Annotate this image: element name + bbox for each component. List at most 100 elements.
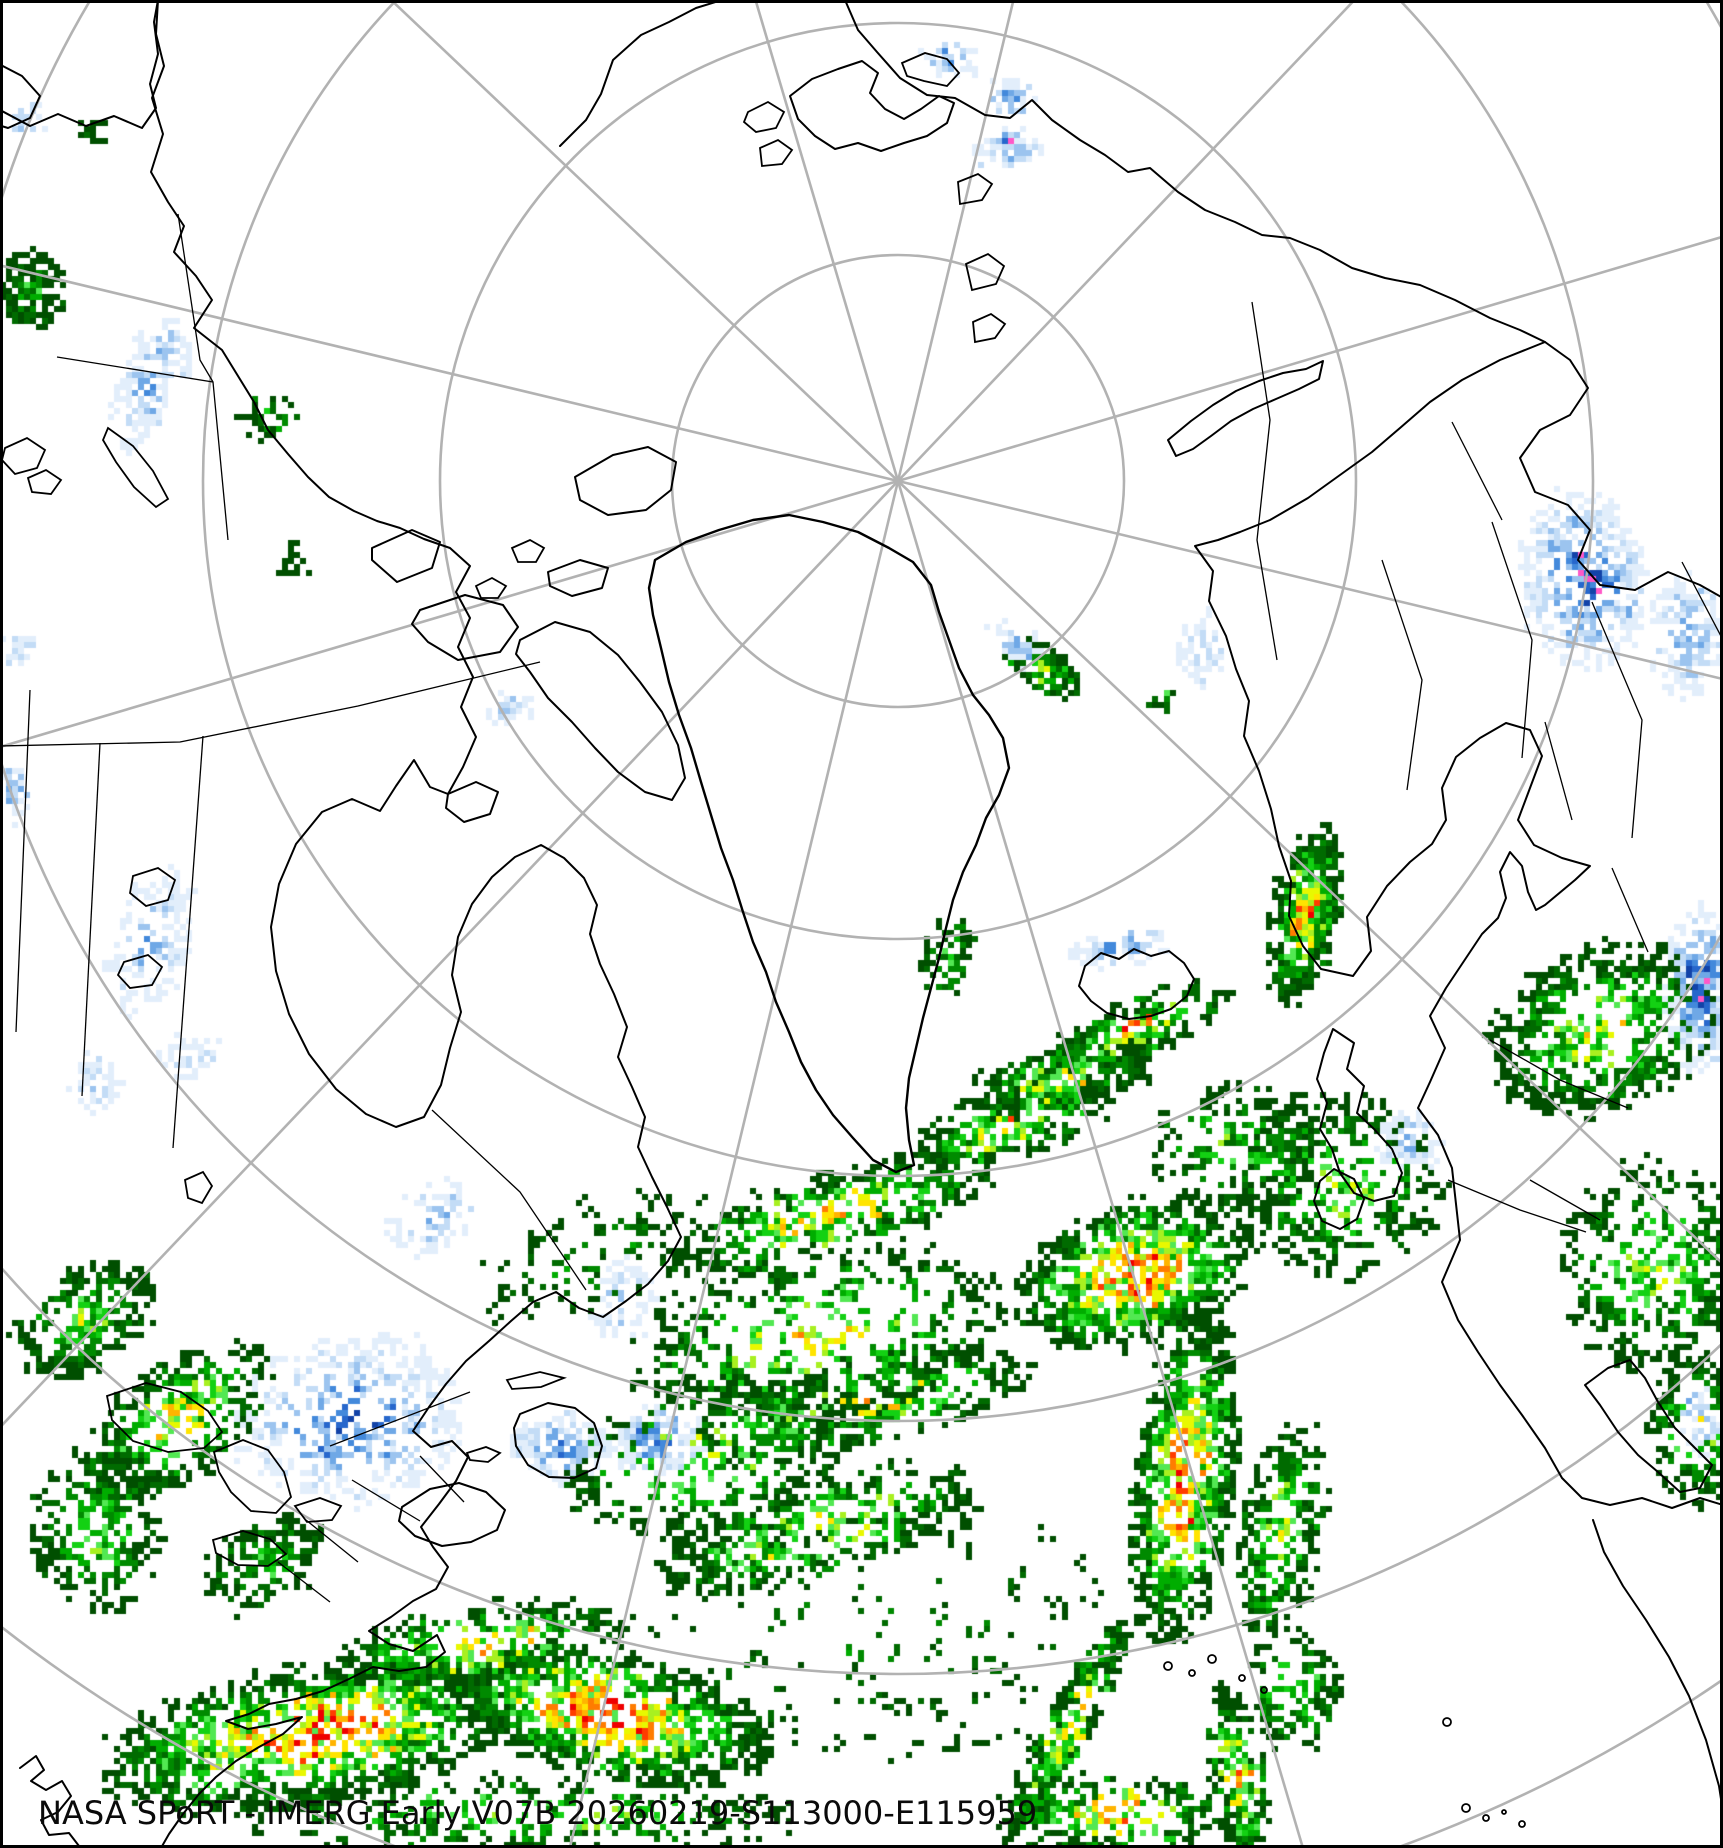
azores-island-2 [1188,1669,1196,1677]
lake-ontario-outline [293,1497,343,1523]
meridian-line-3 [897,479,1721,680]
meridian-line-5 [896,480,1304,1846]
coastline-greenland [647,513,1011,1174]
coastline-franz-josef-c [972,312,1007,344]
border-na-4 [15,689,31,1033]
coastline-nova-scotia [398,1482,506,1547]
coastline-prince-edward-island [465,1446,502,1463]
product-title-label: NASA SPoRT - IMERG Early V07B 20260219-S… [38,1794,1038,1832]
coastline-franz-josef-b [964,252,1006,292]
meridian-line-8 [2,479,899,748]
border-na-10 [351,1479,421,1522]
border-na-8 [305,1519,359,1563]
coastline-arctic-islet-a [510,538,546,563]
border-na-12 [431,1109,587,1291]
admin-borders-eurasia [1251,301,1721,1233]
meridian-line-10 [391,2,899,482]
border-ru-1 [1251,301,1278,661]
meridian-line-4 [897,480,1721,1264]
meridian-line-6 [568,480,900,1846]
azores-island-3 [1207,1654,1217,1664]
canary-island-4 [1518,1820,1526,1828]
coastline-chukotka [2,64,41,129]
azores-island-4 [1238,1674,1246,1682]
madeira-island [1442,1717,1452,1727]
coastline-kodiak-a [2,436,47,476]
coastline-iceland [1078,948,1195,1020]
coastline-anticosti-island [505,1371,567,1390]
coastline-devon-island [547,559,609,597]
meridian-line-2 [897,235,1721,483]
canary-island-2 [1482,1814,1490,1822]
latitude-circle-1 [438,21,1358,941]
latitude-circle-3 [2,2,1721,1423]
coastline-corner-squiggle [19,1755,80,1846]
canary-island-1 [1461,1803,1471,1813]
coastline-severnaya-b [759,138,794,167]
coastline-svalbard-ne [900,52,961,87]
border-ru-5 [1681,561,1721,638]
meridian-line-0 [896,2,1015,482]
coastline-severnaya-a [742,100,786,133]
border-na-7 [329,1391,471,1447]
azores-island-5 [1260,1686,1268,1694]
canary-island-3 [1501,1809,1507,1815]
border-eu-2 [1529,1179,1601,1221]
lake-winnipeg-outline [183,1170,214,1205]
meridian-line-11 [754,2,900,482]
coastline-north-america-mainland [150,2,682,1846]
border-ru-6 [1451,421,1503,521]
latitude-circle-4 [2,1266,1721,1675]
coastline-ireland [1313,1168,1365,1230]
coastline-baffin-island [515,621,686,801]
azores-island-1 [1163,1661,1173,1671]
great-slave-lake-outline [116,953,164,989]
border-ru-7 [1544,721,1573,821]
latitude-circle-2 [201,2,1595,1178]
meridian-line-9 [2,264,899,483]
coastline-svalbard-main [789,60,955,152]
coastline-scandinavia-europe [1194,341,1721,1509]
coastline-alaska-north [2,2,159,129]
border-na-2 [177,213,229,541]
border-na-3 [2,661,541,747]
border-ru-3 [1491,521,1533,759]
lake-superior-outline [105,1382,224,1453]
lake-huron-michigan-outline [212,1439,293,1514]
border-ru-2 [1381,559,1423,791]
meridian-line-7 [2,480,899,1428]
meridian-line-1 [897,2,1355,482]
border-na-9 [277,1561,331,1603]
coastline-novaya-zemlya [1167,360,1324,457]
border-na-5 [81,742,101,1097]
border-ru-4 [1591,601,1643,839]
coastline-arctic-islet-b [474,576,508,599]
coastline-victoria-island [411,594,519,661]
great-bear-lake-outline [129,867,177,907]
coastline-ellesmere-island [574,446,677,516]
border-na-11 [419,1455,465,1503]
coastline-italy [1584,1359,1713,1493]
coastline-siberia-arctic [559,2,1721,599]
coastline-southampton-island [445,781,499,823]
lake-erie-outline [211,1530,288,1567]
coastline-franz-josef-a [957,172,994,206]
border-ru-8 [1611,867,1649,953]
border-na-1 [56,356,214,383]
coastline-north-africa [1592,1519,1721,1806]
border-eu-3 [1447,1179,1587,1233]
coastline-kodiak-b [26,468,63,495]
coastline-newfoundland [513,1402,603,1479]
coastline-great-britain [1316,1028,1403,1202]
admin-borders-north-america [2,213,587,1603]
coastline-banks-island [371,529,441,583]
border-eu-1 [1489,1039,1629,1109]
coastline-alaska-panhandle [101,426,170,509]
